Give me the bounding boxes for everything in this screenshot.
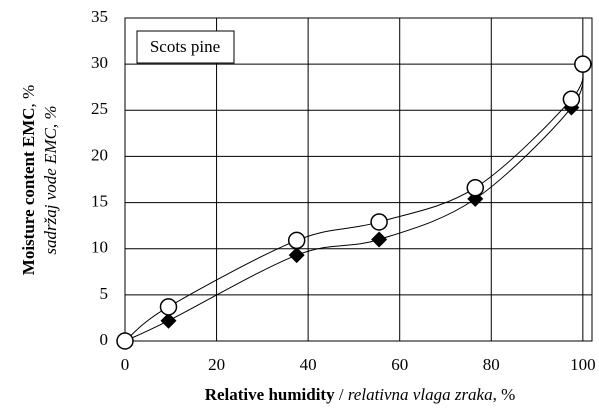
circle-marker [562,90,581,108]
y-tick-label: 35 [91,7,108,26]
diamond-marker [288,247,305,264]
x-tick-label: 100 [570,355,596,374]
diamond-marker [371,231,388,248]
x-tick-label: 40 [300,355,317,374]
y-tick-label: 5 [100,284,109,303]
x-tick-label: 80 [483,355,500,374]
annotation: Scots pine [150,37,220,56]
y-tick-label: 20 [91,145,108,164]
annotation-box [136,30,235,64]
x-label-italic: relativna vlaga zraka [348,385,493,404]
plot-frame [124,17,593,342]
y-tick-label: 15 [91,191,108,210]
diamond-marker [160,312,177,329]
y-tick-label: 10 [91,238,108,257]
x-tick-label: 0 [121,355,130,374]
y-axis-label: Moisture content EMC, % [19,85,38,275]
x-label-sep: / [335,385,348,404]
circle-marker [287,231,306,250]
y-tick-label: 25 [91,99,108,118]
y-label-unit: , % [19,85,38,108]
x-tick-label: 60 [391,355,408,374]
circle-marker [159,298,178,316]
y-axis-label-2: sadržaj vode EMC, % [41,105,60,254]
x-tick-label: 20 [208,355,225,374]
x-label-unit: , % [493,385,516,404]
y-tick-label: 0 [100,330,109,349]
x-label-bold: Relative humidity [205,385,335,404]
y-tick-label: 30 [91,53,108,72]
x-axis-label: Relative humidity / relativna vlaga zrak… [205,385,516,404]
circle-marker [370,213,388,231]
circle-marker [574,55,592,73]
circle-marker [116,332,134,350]
y-label-bold: Moisture content EMC [19,107,38,275]
circle-marker [466,179,484,197]
